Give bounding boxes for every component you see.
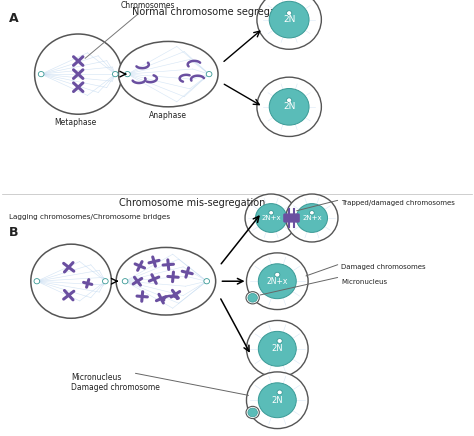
Text: Trapped/damaged chromosomes: Trapped/damaged chromosomes <box>341 200 455 206</box>
Circle shape <box>274 272 280 277</box>
Circle shape <box>269 211 273 215</box>
Text: Normal chromosome segregation: Normal chromosome segregation <box>132 7 295 17</box>
Circle shape <box>277 338 283 344</box>
Text: Micronucleus: Micronucleus <box>341 279 387 285</box>
Circle shape <box>310 211 314 215</box>
Text: Damaged chromosomes: Damaged chromosomes <box>341 264 426 270</box>
Circle shape <box>258 383 296 418</box>
Circle shape <box>269 89 309 125</box>
Circle shape <box>257 77 321 136</box>
Circle shape <box>257 0 321 49</box>
Circle shape <box>246 320 308 377</box>
Circle shape <box>31 244 111 318</box>
Text: 2N: 2N <box>283 15 295 24</box>
Circle shape <box>286 194 338 242</box>
Text: 2N: 2N <box>272 344 283 353</box>
Text: 2N+x: 2N+x <box>302 215 322 221</box>
Text: 2N: 2N <box>272 396 283 405</box>
Circle shape <box>248 408 257 417</box>
Circle shape <box>258 331 296 366</box>
Circle shape <box>246 253 308 310</box>
Circle shape <box>206 72 212 77</box>
Text: Chromosomes: Chromosomes <box>85 1 175 58</box>
Circle shape <box>38 72 44 77</box>
Text: 2N+x: 2N+x <box>261 215 281 221</box>
Circle shape <box>112 72 118 77</box>
Circle shape <box>246 292 259 304</box>
Circle shape <box>125 72 130 77</box>
Circle shape <box>296 204 328 232</box>
Text: Chromosome mis-segregation: Chromosome mis-segregation <box>118 198 265 208</box>
Circle shape <box>269 1 309 38</box>
Ellipse shape <box>118 41 218 107</box>
Circle shape <box>204 279 210 284</box>
Circle shape <box>35 34 122 114</box>
Text: Lagging chromosomes/Chromosome bridges: Lagging chromosomes/Chromosome bridges <box>9 214 170 220</box>
Text: B: B <box>9 226 18 239</box>
Text: A: A <box>9 12 18 25</box>
Ellipse shape <box>116 247 216 315</box>
FancyBboxPatch shape <box>284 214 299 222</box>
Circle shape <box>122 279 128 284</box>
Circle shape <box>245 194 297 242</box>
Circle shape <box>258 264 296 299</box>
Circle shape <box>246 372 308 429</box>
Text: 2N+x: 2N+x <box>266 277 288 286</box>
Circle shape <box>102 279 108 284</box>
Text: Micronucleus
Damaged chromosome: Micronucleus Damaged chromosome <box>71 373 160 392</box>
Circle shape <box>34 279 40 284</box>
Circle shape <box>246 406 259 419</box>
Circle shape <box>248 293 257 302</box>
Text: 2N: 2N <box>283 102 295 111</box>
Circle shape <box>277 390 283 395</box>
Circle shape <box>286 98 292 102</box>
Circle shape <box>255 204 287 232</box>
Text: Metaphase: Metaphase <box>55 118 97 127</box>
Text: Anaphase: Anaphase <box>149 111 187 120</box>
Circle shape <box>286 10 292 15</box>
